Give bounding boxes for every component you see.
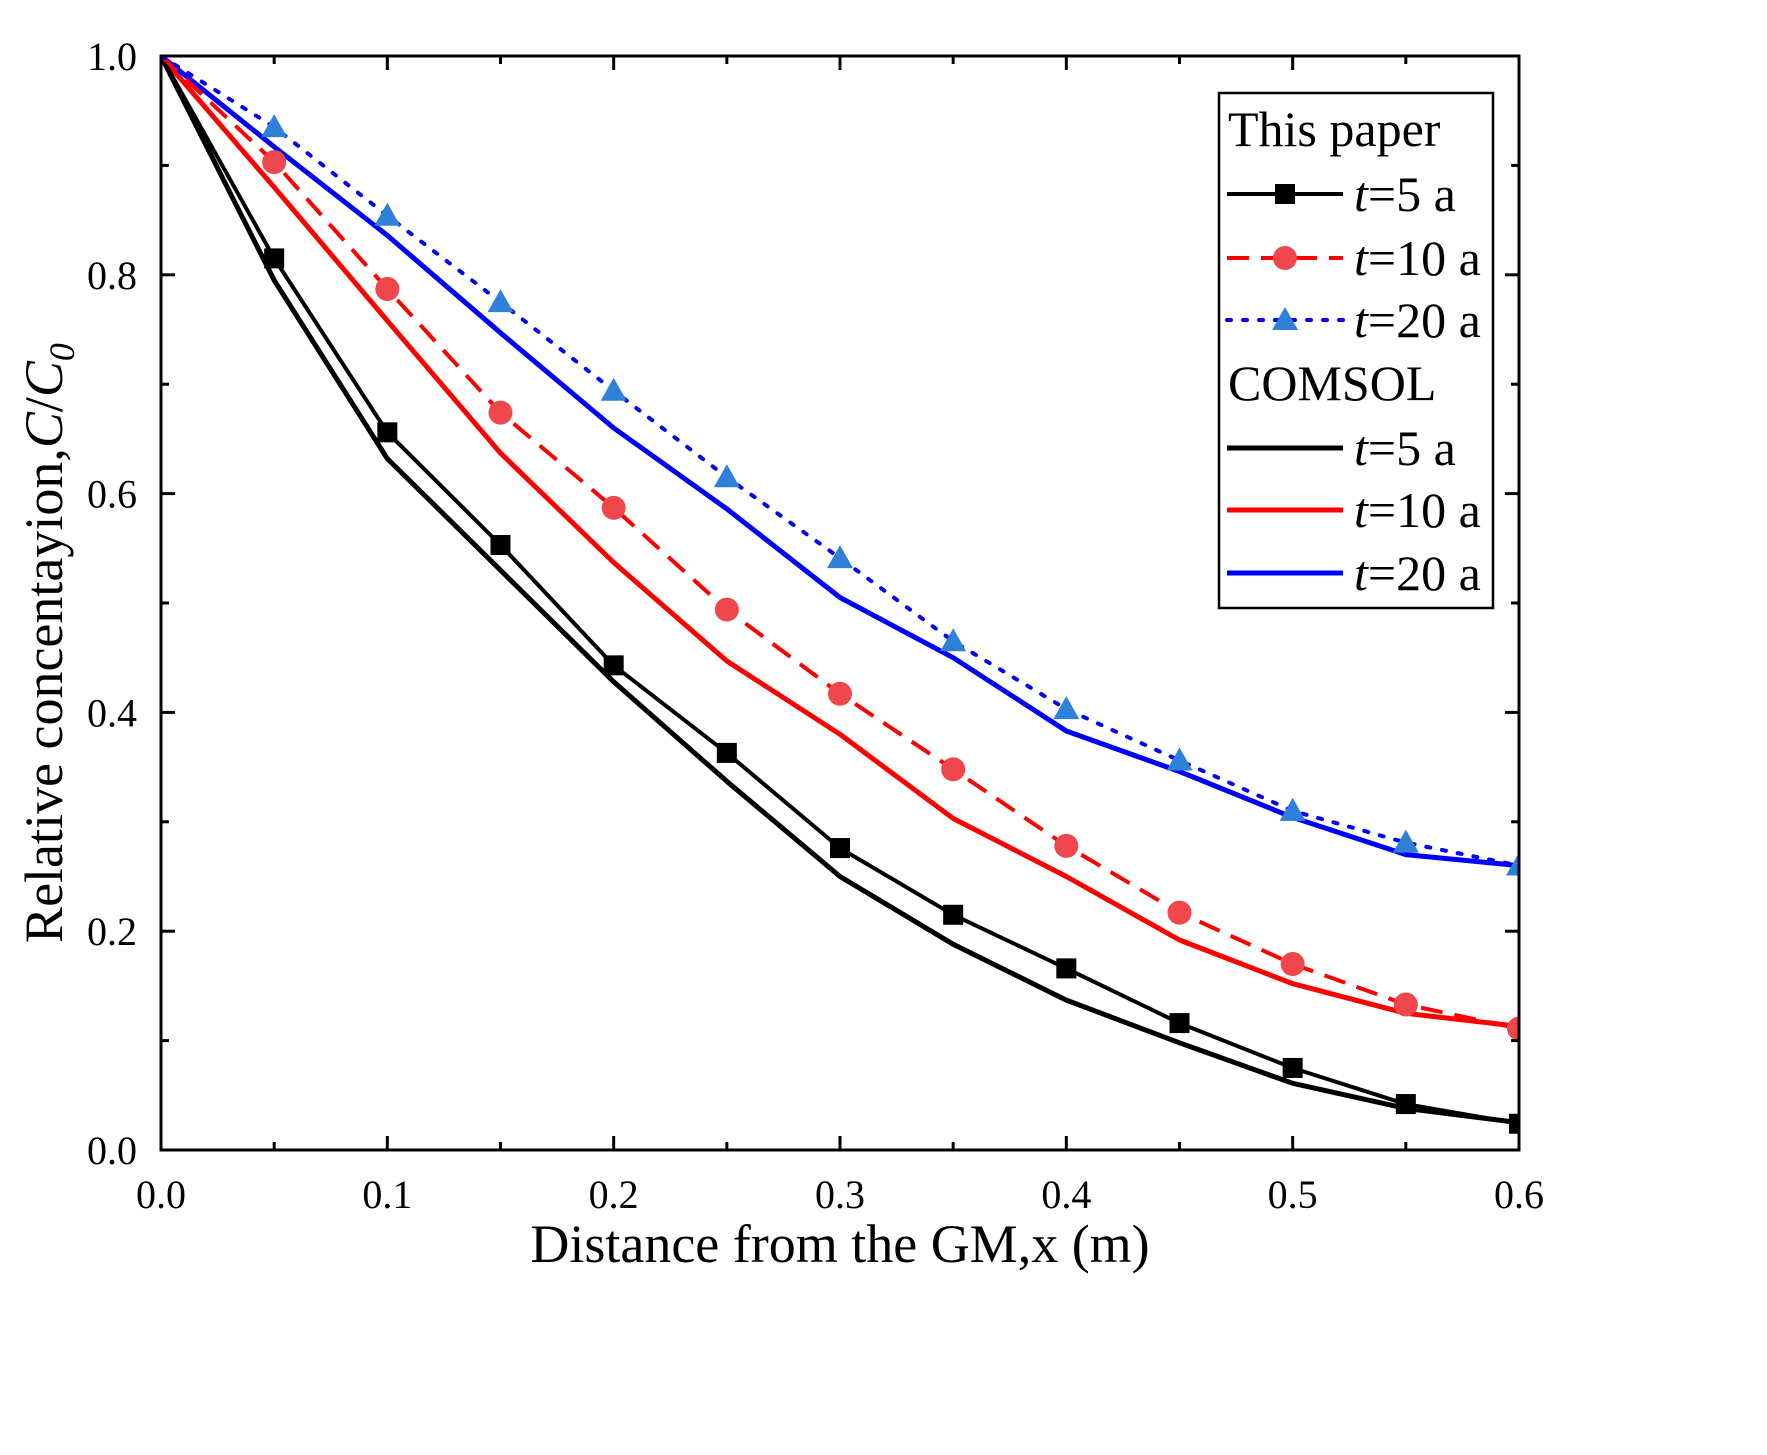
legend-label-value: =20 a — [1368, 545, 1481, 601]
legend: This paper COMSOL t=5 at=10 at=20 at=5 a… — [1217, 91, 1495, 610]
legend-entry: t=10 a — [1227, 482, 1481, 538]
data-point-paper-1 — [601, 495, 626, 520]
x-tick-label: 0.6 — [1494, 1172, 1544, 1217]
data-point-paper-1 — [488, 400, 513, 425]
data-point-paper-2 — [940, 628, 967, 652]
y-axis-title-c0: C — [14, 360, 74, 397]
legend-entry: t=5 a — [1227, 166, 1456, 222]
legend-label-t: t — [1354, 420, 1369, 476]
data-point-paper-1 — [1167, 900, 1192, 925]
data-point-paper-2 — [374, 202, 401, 226]
data-point-paper-0 — [830, 838, 850, 859]
y-tick-label: 0.4 — [87, 690, 137, 735]
legend-label: t=5 a — [1354, 420, 1456, 476]
legend-label-value: =5 a — [1368, 420, 1456, 476]
y-tick-label: 1.0 — [87, 34, 137, 79]
y-tick-label: 0.0 — [87, 1128, 137, 1173]
series-line-comsol-1 — [161, 56, 1519, 1029]
data-point-paper-2 — [600, 377, 627, 401]
legend-entry: t=5 a — [1227, 420, 1456, 476]
legend-label: t=20 a — [1354, 545, 1481, 601]
data-point-paper-1 — [1054, 833, 1079, 858]
data-point-paper-0 — [377, 422, 398, 443]
data-point-paper-2 — [1053, 696, 1080, 720]
x-tick-label: 0.1 — [362, 1172, 412, 1217]
data-point-paper-1 — [828, 681, 852, 706]
x-tick-label: 0.2 — [589, 1172, 639, 1217]
data-point-paper-0 — [943, 904, 964, 925]
data-point-paper-1 — [1507, 1016, 1519, 1041]
legend-title-this-paper: This paper — [1228, 101, 1441, 157]
data-point-paper-1 — [1393, 992, 1418, 1017]
axis-ticks — [159, 54, 1521, 1152]
data-point-paper-2 — [1392, 829, 1419, 853]
legend-label: t=10 a — [1354, 230, 1481, 286]
legend-label-value: =10 a — [1368, 230, 1481, 286]
legend-entry: t=20 a — [1225, 292, 1481, 348]
data-point-paper-0 — [603, 655, 624, 676]
data-point-paper-2 — [1279, 797, 1306, 821]
x-tick-label: 0.0 — [136, 1172, 186, 1217]
legend-label-t: t — [1354, 166, 1369, 222]
x-axis-title: Distance from the GM,x (m) — [530, 1214, 1149, 1274]
legend-box — [1217, 91, 1495, 610]
x-tick-label: 0.5 — [1268, 1172, 1318, 1217]
data-point-paper-2 — [487, 289, 514, 313]
legend-title-comsol: COMSOL — [1228, 355, 1436, 411]
legend-label-t: t — [1354, 482, 1369, 538]
legend-label: t=5 a — [1354, 166, 1456, 222]
data-point-paper-1 — [262, 150, 287, 175]
legend-label-t: t — [1354, 292, 1369, 348]
data-point-paper-1 — [375, 277, 400, 302]
x-tick-label: 0.4 — [1041, 1172, 1091, 1217]
y-axis-title-c: C — [14, 411, 74, 448]
y-axis-title-slash: / — [14, 397, 74, 412]
data-point-paper-1 — [941, 757, 966, 782]
data-point-paper-0 — [716, 742, 737, 763]
legend-label-value: =5 a — [1368, 166, 1456, 222]
series-comsol-0 — [161, 56, 1519, 1126]
y-axis-title-subscript: 0 — [42, 343, 82, 361]
data-point-paper-2 — [713, 464, 740, 488]
legend-marker — [1273, 246, 1297, 270]
legend-label-t: t — [1354, 545, 1369, 601]
data-point-paper-2 — [1166, 747, 1193, 771]
data-point-paper-2 — [827, 545, 853, 569]
legend-label-value: =20 a — [1368, 292, 1481, 348]
data-point-paper-0 — [490, 535, 511, 556]
series-paper-2 — [161, 56, 1519, 876]
y-axis-title-main: Relative concentayion, — [14, 448, 74, 943]
plot-series — [161, 56, 1519, 1134]
legend-label-t: t — [1354, 230, 1369, 286]
legend-label-value: =10 a — [1368, 482, 1481, 538]
y-tick-label: 0.6 — [87, 472, 137, 517]
series-paper-0 — [161, 56, 1519, 1134]
legend-label: t=10 a — [1354, 482, 1481, 538]
series-line-comsol-0 — [161, 56, 1519, 1126]
data-point-paper-1 — [714, 597, 739, 622]
y-tick-label: 0.8 — [87, 253, 137, 298]
data-point-paper-0 — [1169, 1013, 1190, 1034]
legend-entry: t=20 a — [1227, 545, 1481, 601]
legend-label: t=20 a — [1354, 292, 1481, 348]
data-point-paper-2 — [261, 114, 288, 138]
data-point-paper-0 — [1056, 958, 1077, 979]
tick-labels: 0.0 0.1 0.2 0.3 0.4 0.5 0.6 0.0 0.2 0.4 0.6 0.8 1.0 — [87, 34, 1544, 1217]
series-comsol-1 — [161, 56, 1519, 1029]
y-axis-title: Relative concentayion,C/C0 — [14, 343, 82, 943]
data-point-paper-1 — [1280, 952, 1305, 977]
data-point-paper-0 — [1509, 1113, 1519, 1134]
data-point-paper-0 — [264, 248, 285, 269]
x-tick-label: 0.3 — [815, 1172, 865, 1217]
y-tick-label: 0.2 — [87, 909, 137, 954]
legend-entry: t=10 a — [1227, 230, 1481, 286]
data-point-paper-0 — [1395, 1094, 1416, 1115]
data-point-paper-0 — [1282, 1057, 1303, 1078]
data-point-paper-2 — [1506, 852, 1519, 876]
series-paper-1 — [161, 56, 1519, 1041]
legend-marker — [1275, 184, 1295, 204]
legend-marker — [1272, 307, 1298, 330]
